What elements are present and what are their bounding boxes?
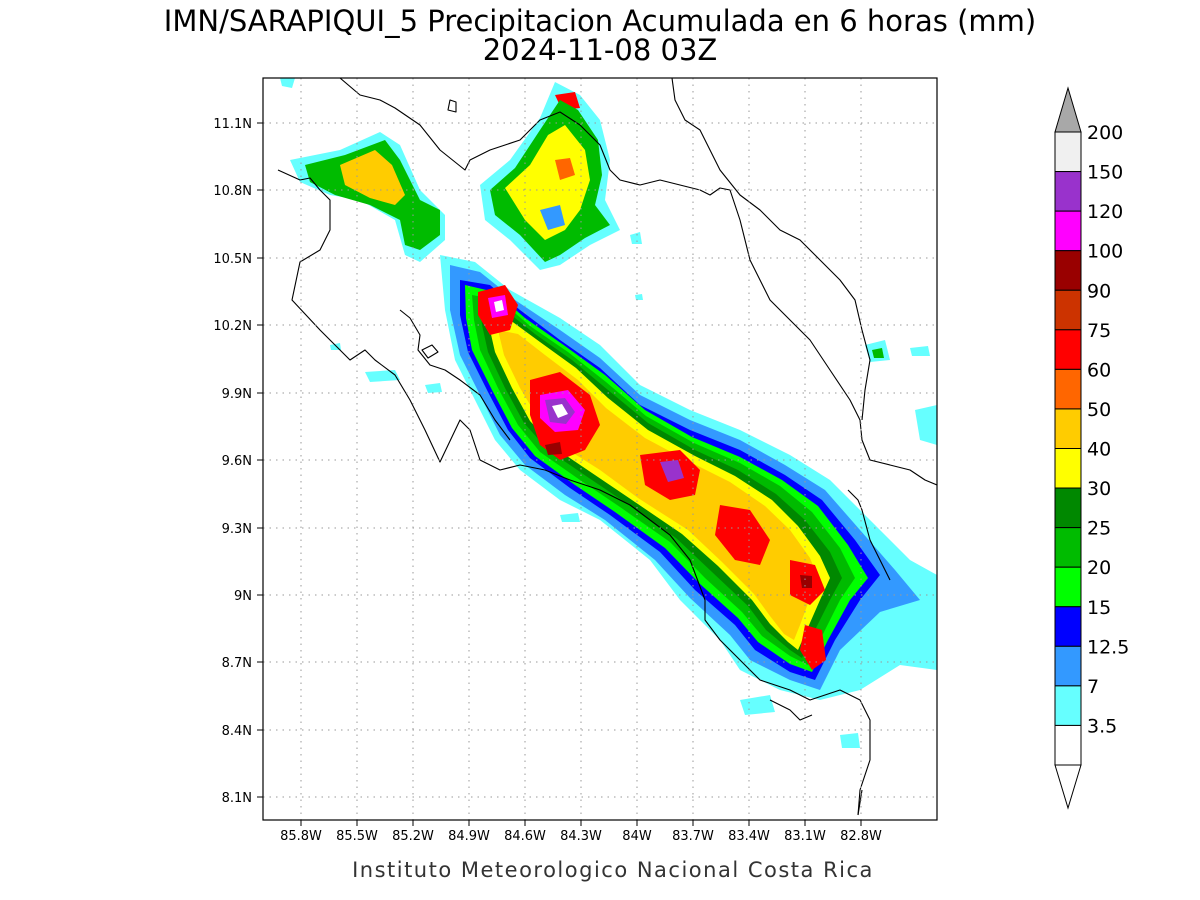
- colorbar-swatch: [1054, 131, 1082, 173]
- colorbar-swatch: [1054, 606, 1082, 647]
- colorbar-label: 7: [1087, 676, 1099, 698]
- map-panel: 85.8W 85.5W 85.2W 84.9W 84.6W 84.3W 84W …: [213, 77, 938, 844]
- lon-label: 84.3W: [560, 829, 602, 844]
- map-frame: [262, 77, 938, 821]
- lat-label: 8.1N: [222, 791, 252, 806]
- colorbar-label: 12.5: [1087, 636, 1129, 658]
- colorbar-label: 20: [1087, 557, 1111, 579]
- colorbar-label: 150: [1087, 162, 1123, 184]
- colorbar-label: 120: [1087, 201, 1123, 223]
- colorbar-label: 200: [1087, 122, 1123, 144]
- colorbar-swatch: [1054, 566, 1082, 608]
- colorbar-swatch: [1054, 289, 1082, 331]
- colorbar-swatch: [1054, 408, 1082, 449]
- latitude-labels: 11.1N 10.8N 10.5N 10.2N 9.9N 9.6N 9.3N 9…: [213, 117, 252, 806]
- colorbar-swatch: [1054, 329, 1082, 370]
- lat-label: 8.4N: [222, 724, 252, 739]
- colorbar-label: 50: [1087, 399, 1111, 421]
- graticule: [263, 78, 937, 820]
- lon-label: 84.6W: [504, 829, 546, 844]
- lat-label: 9N: [234, 589, 252, 604]
- map-title: IMN/SARAPIQUI_5 Precipitacion Acumulada …: [164, 4, 1036, 38]
- lon-label: 84.9W: [448, 829, 490, 844]
- colorbar-bottom-arrow: [1054, 764, 1082, 810]
- lon-label: 83.1W: [784, 829, 826, 844]
- precipitation-field: [280, 78, 937, 748]
- lat-label: 10.2N: [213, 319, 252, 334]
- colorbar-label: 40: [1087, 439, 1111, 461]
- colorbar-swatch: [1054, 368, 1082, 410]
- coastlines: [277, 78, 937, 816]
- colorbar-label: 3.5: [1087, 715, 1117, 737]
- lon-label: 85.8W: [280, 829, 322, 844]
- colorbar-swatch: [1054, 724, 1082, 766]
- longitude-labels: 85.8W 85.5W 85.2W 84.9W 84.6W 84.3W 84W …: [280, 829, 882, 844]
- lat-label: 9.6N: [222, 454, 252, 469]
- colorbar-label: 30: [1087, 478, 1111, 500]
- lat-label: 10.5N: [213, 252, 252, 267]
- colorbar-label: 25: [1087, 518, 1111, 540]
- lon-label: 85.5W: [336, 829, 378, 844]
- colorbar-swatch: [1054, 210, 1082, 252]
- colorbar-swatch: [1054, 487, 1082, 529]
- colorbar-swatch: [1054, 250, 1082, 291]
- colorbar-top-arrow: [1054, 86, 1082, 133]
- colorbar-label: 60: [1087, 359, 1111, 381]
- colorbar-label: 100: [1087, 241, 1123, 263]
- lon-label: 83.7W: [672, 829, 714, 844]
- map-subtitle: 2024-11-08 03Z: [483, 33, 718, 67]
- colorbar: 200 150 120 100 90 75 60 50 40 30 25 20 15 12.5 7 3.5: [1054, 86, 1129, 810]
- colorbar-swatch: [1054, 171, 1082, 212]
- lat-label: 9.9N: [222, 387, 252, 402]
- lat-label: 9.3N: [222, 522, 252, 537]
- lon-label: 82.8W: [840, 829, 882, 844]
- colorbar-swatch: [1054, 645, 1082, 687]
- credit-text: Instituto Meteorologico Nacional Costa R…: [352, 858, 874, 882]
- colorbar-label: 15: [1087, 597, 1111, 619]
- lon-label: 84W: [622, 829, 652, 844]
- colorbar-label: 75: [1087, 320, 1111, 342]
- lat-label: 8.7N: [222, 656, 252, 671]
- colorbar-swatch: [1054, 448, 1082, 489]
- lat-label: 11.1N: [213, 117, 252, 132]
- lon-label: 83.4W: [728, 829, 770, 844]
- colorbar-swatch: [1054, 685, 1082, 726]
- colorbar-label: 90: [1087, 280, 1111, 302]
- lon-label: 85.2W: [392, 829, 434, 844]
- lat-label: 10.8N: [213, 184, 252, 199]
- colorbar-swatch: [1054, 527, 1082, 568]
- axis-ticks: [257, 122, 862, 826]
